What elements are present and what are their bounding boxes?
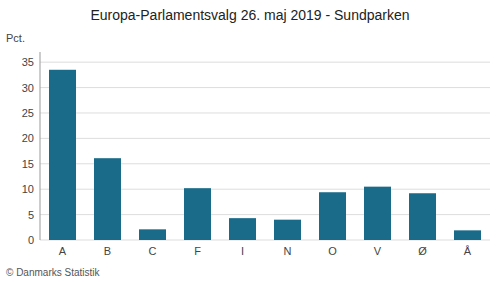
y-tick-label: 35: [22, 56, 34, 68]
x-tick-label: A: [59, 245, 67, 257]
bar: [409, 193, 436, 240]
bar: [319, 192, 346, 240]
bar: [274, 220, 301, 240]
y-axis-label: Pct.: [6, 32, 25, 44]
x-tick-label: I: [241, 245, 244, 257]
x-tick-label: Ø: [418, 245, 427, 257]
y-tick-label: 10: [22, 183, 34, 195]
grid-line: [40, 138, 490, 139]
bar: [139, 229, 166, 240]
grid-line: [40, 87, 490, 88]
y-tick-label: 5: [28, 209, 34, 221]
x-tick-label: Å: [464, 245, 472, 257]
y-tick-label: 15: [22, 158, 34, 170]
bar: [49, 70, 76, 240]
bar: [454, 230, 481, 240]
grid-line: [40, 112, 490, 113]
bars: [49, 70, 481, 240]
title: Europa-Parlamentsvalg 26. maj 2019 - Sun…: [90, 7, 409, 23]
y-axis-line: [40, 52, 41, 240]
x-tick-label: O: [328, 245, 337, 257]
bar: [94, 158, 121, 240]
chart-container: Europa-Parlamentsvalg 26. maj 2019 - Sun…: [0, 0, 500, 282]
grid-line: [40, 62, 490, 63]
y-tick-label: 0: [28, 234, 34, 246]
x-tick-label: C: [149, 245, 157, 257]
bar: [184, 188, 211, 240]
bar: [229, 218, 256, 240]
grid: [40, 62, 490, 240]
x-tick-label: N: [284, 245, 292, 257]
bar: [364, 187, 391, 240]
y-tick-label: 25: [22, 107, 34, 119]
x-tick-label: B: [104, 245, 111, 257]
y-tick-label: 20: [22, 132, 34, 144]
x-tick-label: V: [374, 245, 382, 257]
x-tick-label: F: [194, 245, 201, 257]
chart: Europa-Parlamentsvalg 26. maj 2019 - Sun…: [0, 0, 500, 282]
footer: © Danmarks Statistik: [6, 267, 101, 278]
y-tick-label: 30: [22, 82, 34, 94]
